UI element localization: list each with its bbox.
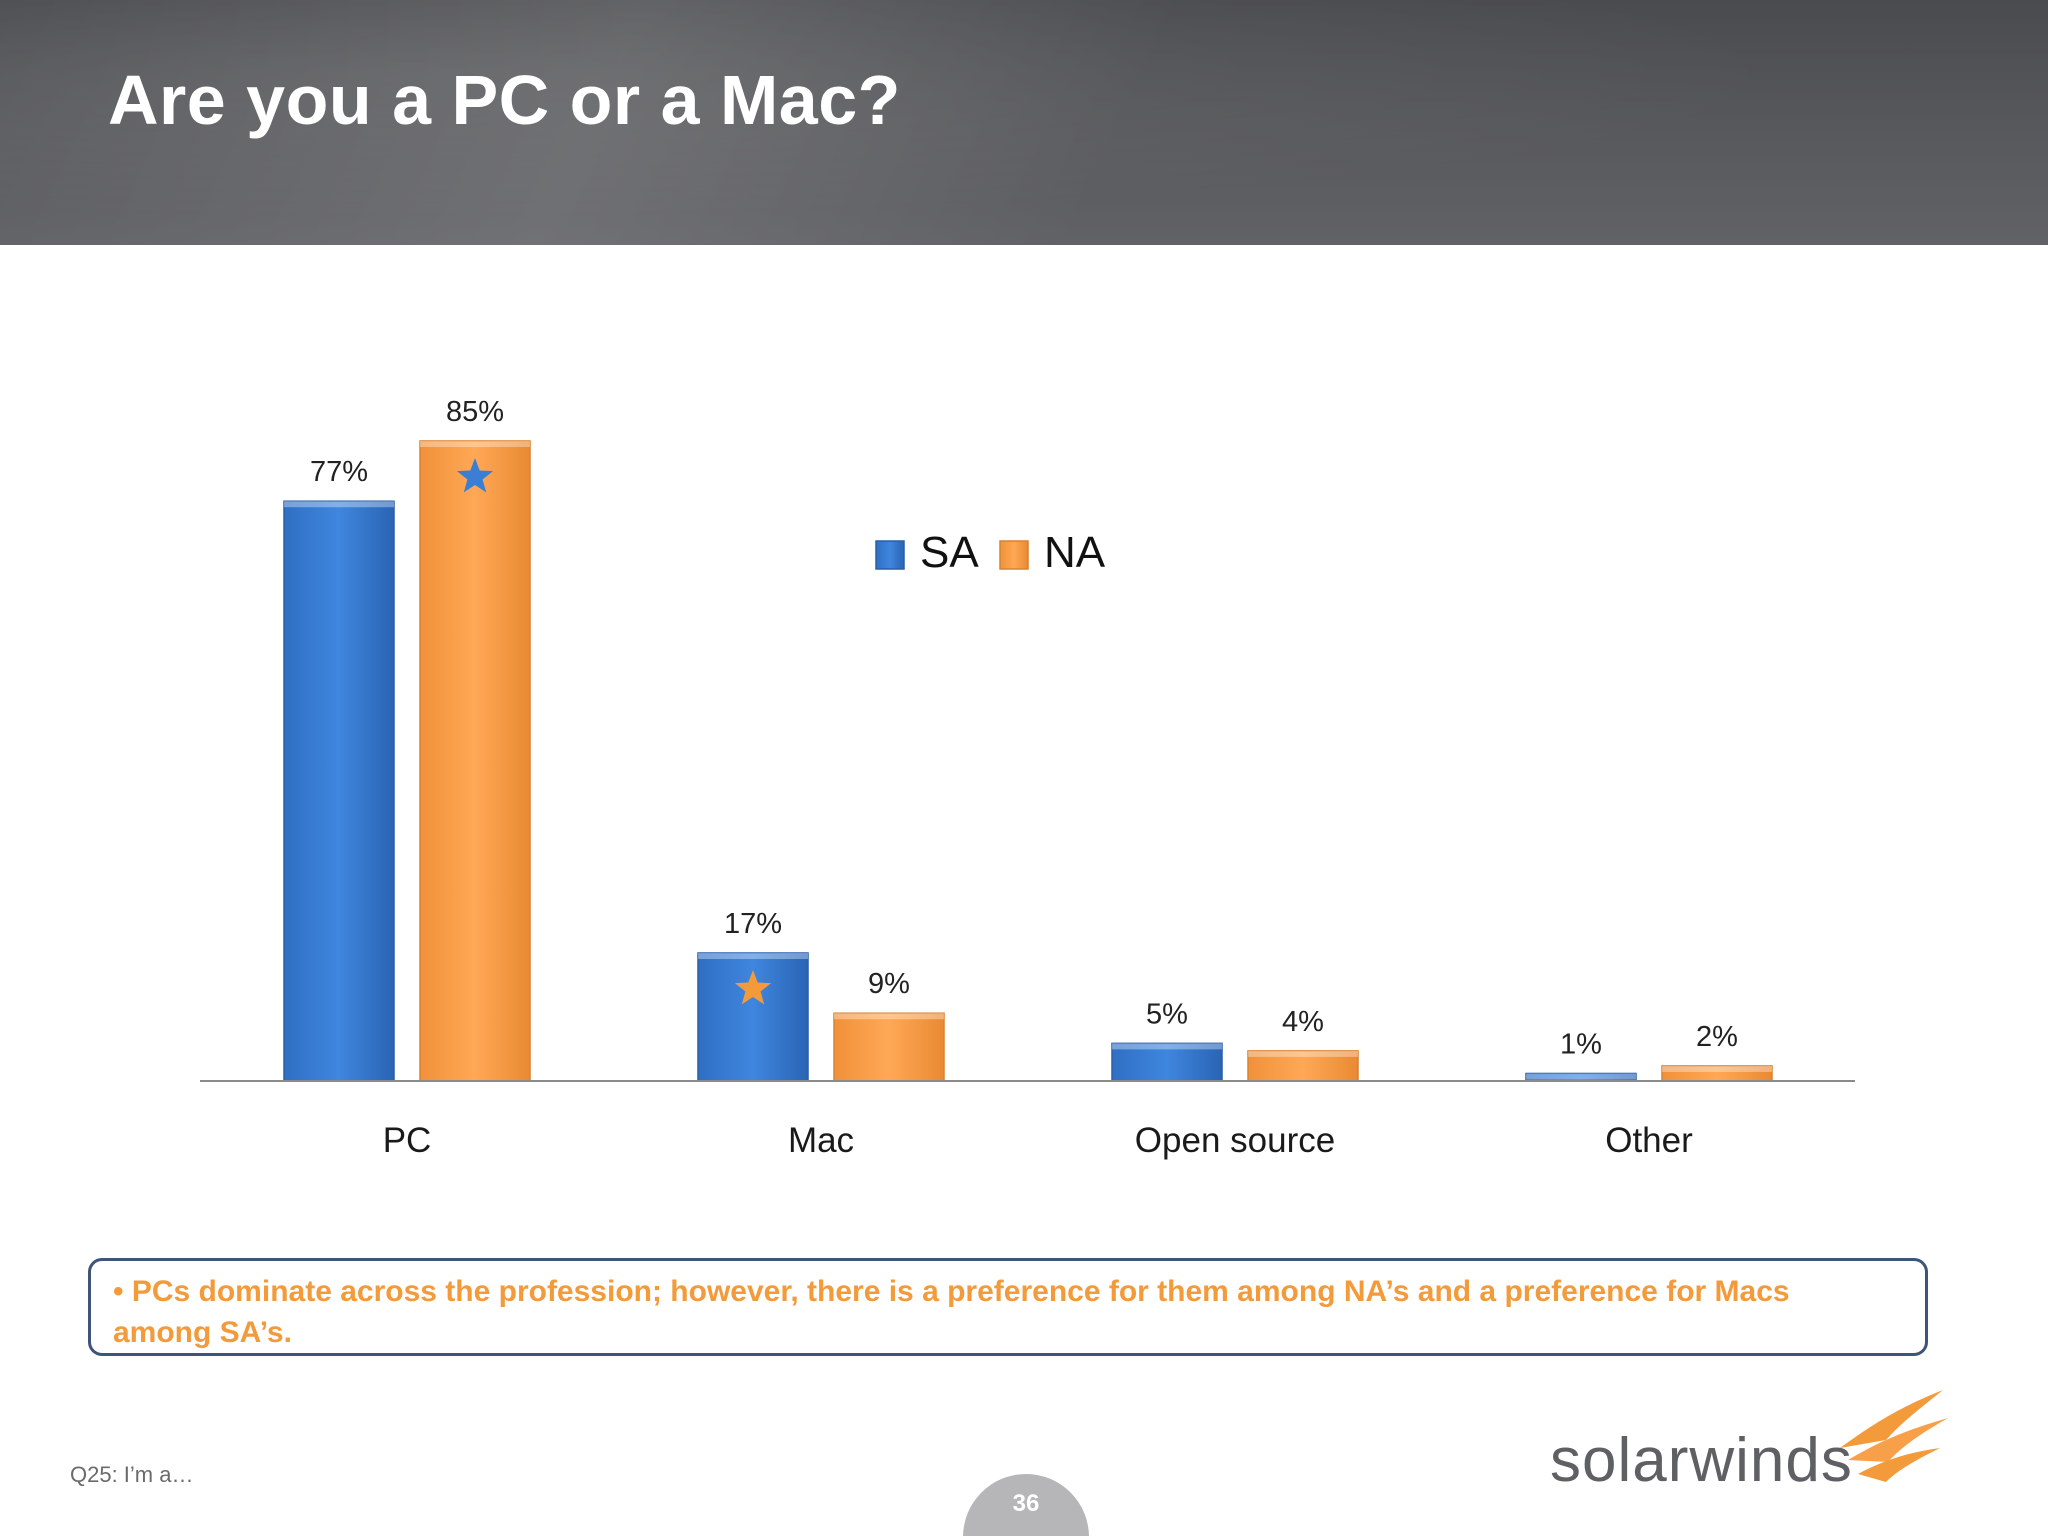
insight-text: • PCs dominate across the profession; ho…	[113, 1275, 1790, 1349]
bar-highlight-pc-na	[420, 441, 530, 447]
data-label-pc-na: 85%	[446, 396, 504, 428]
survey-question-footnote: Q25: I’m a…	[70, 1462, 194, 1487]
header-texture	[0, 0, 2048, 245]
data-label-mac-sa: 17%	[724, 908, 782, 940]
bar-highlight-mac-sa	[698, 953, 808, 959]
data-label-open-source-na: 4%	[1282, 1006, 1324, 1038]
data-label-other-na: 2%	[1696, 1021, 1738, 1053]
star-icon	[456, 458, 494, 493]
category-label-pc: PC	[383, 1121, 432, 1160]
bar-pc-na	[419, 440, 531, 1082]
legend-swatch-na	[999, 540, 1029, 570]
category-label-open-source: Open source	[1135, 1121, 1335, 1160]
data-label-mac-na: 9%	[868, 968, 910, 1000]
bar-highlight-open-source-na	[1248, 1050, 1358, 1057]
legend-label-sa: SA	[920, 528, 979, 577]
legend-swatch-sa	[875, 540, 905, 570]
bar-highlight-other-sa	[1526, 1073, 1636, 1080]
page-number: 36	[1012, 1490, 1040, 1517]
bar-pc-sa	[283, 500, 395, 1082]
data-label-pc-sa: 77%	[310, 456, 368, 488]
category-label-mac: Mac	[788, 1121, 854, 1160]
legend-label-na: NA	[1044, 528, 1106, 577]
legend: SA NA	[875, 528, 1106, 577]
insight-callout: • PCs dominate across the profession; ho…	[88, 1258, 1928, 1356]
solarwinds-logo-text: solarwinds	[1550, 1426, 1853, 1495]
bar-highlight-mac-na	[834, 1013, 944, 1020]
category-label-other: Other	[1605, 1121, 1693, 1160]
page-title: Are you a PC or a Mac?	[108, 61, 901, 139]
header-banner: Are you a PC or a Mac?	[0, 0, 2048, 245]
data-label-open-source-sa: 5%	[1146, 998, 1188, 1030]
bar-open-source-sa	[1111, 1042, 1223, 1082]
bar-mac-na	[833, 1012, 945, 1082]
star-icon	[734, 970, 772, 1005]
solarwinds-flame-icon	[1840, 1390, 1948, 1482]
bar-chart: 77% 85% PC 17% 9% Mac 5% 4% Open source 1% 2% Other…	[200, 396, 1855, 1160]
bar-highlight-pc-sa	[284, 501, 394, 508]
data-label-other-sa: 1%	[1560, 1028, 1602, 1060]
bar-highlight-open-source-sa	[1112, 1043, 1222, 1050]
bar-highlight-other-na	[1662, 1065, 1772, 1072]
